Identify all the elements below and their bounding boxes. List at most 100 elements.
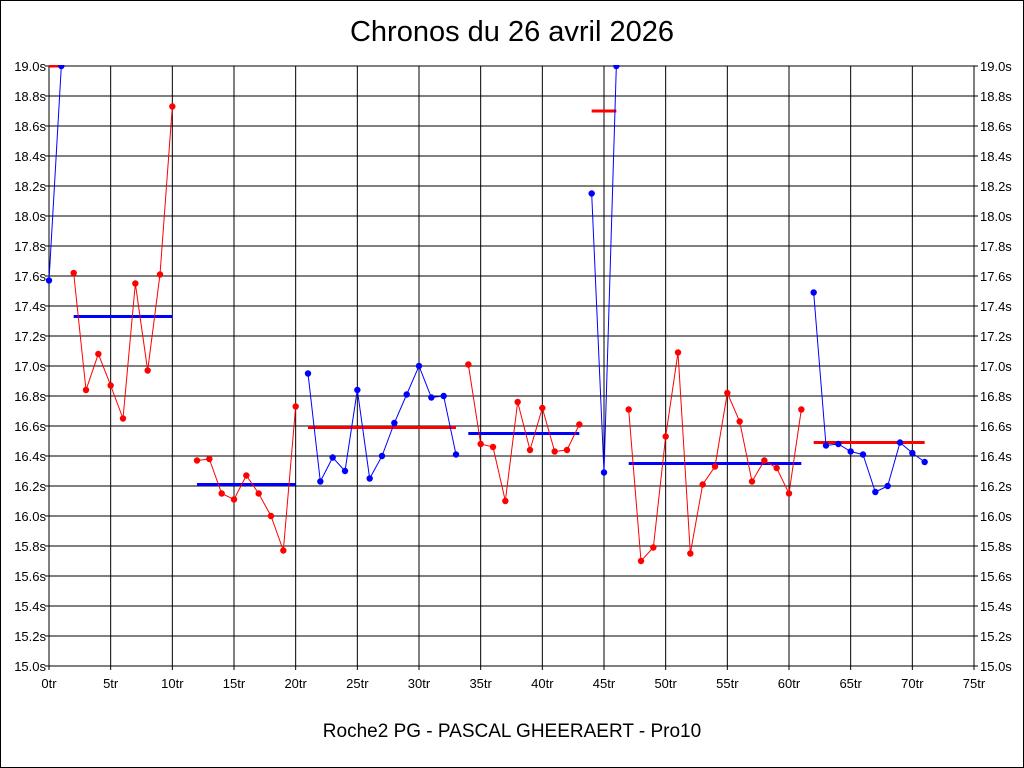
y-tick-label-left: 16.2s (14, 479, 46, 494)
data-point (255, 490, 262, 497)
data-point (625, 406, 632, 413)
data-point (45, 277, 53, 284)
data-point (403, 391, 410, 398)
series-group (45, 65, 928, 565)
data-point (292, 403, 299, 410)
data-point (539, 404, 546, 412)
x-tick-label: 60tr (778, 676, 801, 691)
data-point (909, 449, 916, 457)
y-tick-label-right: 18.0s (980, 209, 1012, 224)
data-point (477, 440, 484, 448)
data-point (613, 65, 620, 70)
y-tick-label-left: 17.4s (14, 299, 46, 314)
data-point (354, 386, 361, 394)
data-point (526, 446, 534, 454)
data-point (107, 382, 114, 389)
data-point (785, 490, 793, 497)
data-point (70, 269, 77, 277)
data-point (810, 289, 817, 296)
data-point (748, 478, 756, 485)
y-tick-label-left: 16.8s (14, 389, 46, 404)
data-point (514, 398, 521, 406)
y-tick-label-left: 15.4s (14, 599, 46, 614)
data-point (674, 349, 682, 356)
data-point (588, 190, 595, 197)
y-tick-label-left: 17.2s (14, 329, 46, 344)
y-tick-label-right: 17.0s (980, 359, 1012, 374)
x-tick-label: 35tr (469, 676, 492, 691)
data-point (329, 454, 336, 461)
series-line (813, 292, 925, 493)
y-tick-label-left: 17.0s (14, 359, 46, 374)
y-tick-label-left: 17.8s (14, 239, 46, 254)
x-tick-label: 70tr (901, 676, 924, 691)
y-tick-label-left: 18.6s (14, 119, 46, 134)
data-point (156, 271, 164, 278)
data-point (440, 392, 447, 400)
data-point (230, 496, 238, 503)
y-tick-label-left: 18.0s (14, 209, 46, 224)
y-tick-label-right: 17.8s (980, 239, 1012, 254)
x-tick-label: 15tr (223, 676, 246, 691)
data-point (847, 448, 854, 455)
data-point (391, 419, 398, 427)
data-point (822, 442, 830, 449)
series-line (467, 364, 580, 502)
y-tick-label-right: 15.0s (980, 659, 1012, 674)
data-point (563, 446, 571, 454)
y-tick-label-left: 15.6s (14, 569, 46, 584)
y-tick-label-right: 18.6s (980, 119, 1012, 134)
x-tick-label: 45tr (593, 676, 616, 691)
data-point (637, 557, 645, 565)
x-tick-label: 55tr (716, 676, 739, 691)
data-point (58, 65, 65, 70)
data-point (711, 463, 719, 470)
data-point (341, 467, 349, 475)
y-tick-label-right: 17.4s (980, 299, 1012, 314)
series-line (73, 106, 173, 419)
data-point (921, 458, 928, 466)
data-point (366, 475, 373, 482)
series-line (628, 352, 802, 563)
data-point (896, 439, 904, 446)
y-tick-label-left: 15.2s (14, 629, 46, 644)
y-tick-label-left: 18.4s (14, 149, 46, 164)
x-tick-label: 40tr (531, 676, 554, 691)
data-point (169, 103, 176, 110)
x-tick-label: 65tr (839, 676, 862, 691)
y-tick-label-left: 15.0s (14, 659, 46, 674)
y-tick-label-left: 17.6s (14, 269, 46, 284)
x-tick-label: 75tr (963, 676, 986, 691)
data-point (132, 280, 139, 287)
data-point (662, 433, 669, 440)
x-tick-label: 25tr (346, 676, 369, 691)
y-tick-label-right: 15.8s (980, 539, 1012, 554)
series-line (307, 364, 457, 484)
data-point (415, 362, 423, 370)
y-tick-label-right: 19.0s (980, 59, 1012, 74)
data-point (280, 547, 287, 554)
y-tick-label-left: 16.6s (14, 419, 46, 434)
data-point (736, 418, 743, 425)
y-tick-label-right: 18.2s (980, 179, 1012, 194)
y-tick-label-right: 18.8s (980, 89, 1012, 104)
data-point (304, 370, 312, 377)
data-point (576, 421, 583, 428)
y-tick-label-right: 15.2s (980, 629, 1012, 644)
y-tick-label-right: 18.4s (980, 149, 1012, 164)
y-tick-label-right: 16.4s (980, 449, 1012, 464)
data-point (465, 361, 472, 368)
data-point (206, 455, 213, 463)
data-point (489, 443, 497, 451)
data-point (699, 481, 706, 488)
y-tick-label-right: 15.4s (980, 599, 1012, 614)
y-tick-label-left: 18.2s (14, 179, 46, 194)
data-point (218, 490, 225, 497)
data-point (267, 512, 275, 520)
data-point (724, 389, 731, 397)
x-tick-label: 30tr (408, 676, 431, 691)
data-point (872, 488, 879, 496)
data-point (761, 457, 768, 464)
data-point (428, 394, 435, 401)
